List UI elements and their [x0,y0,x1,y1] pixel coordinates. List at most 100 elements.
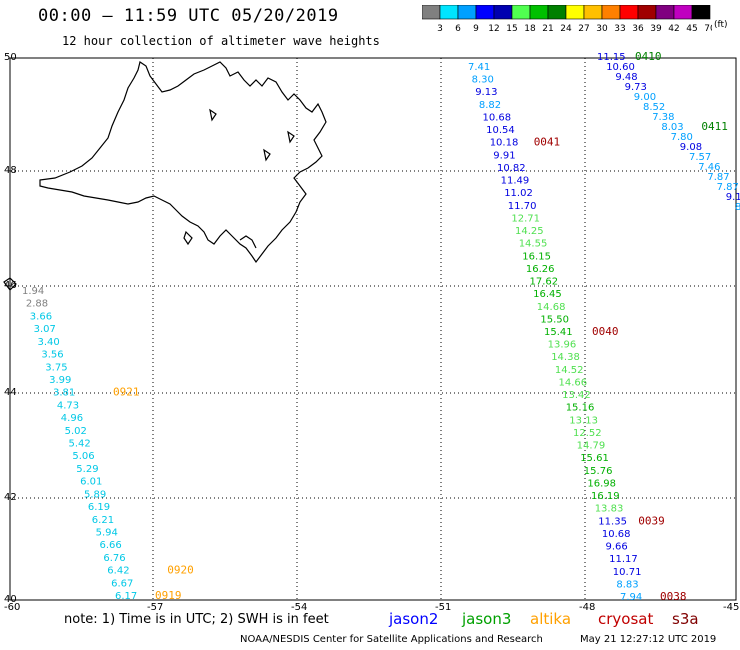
swh-value: 11.17 [609,554,638,565]
swh-value: 3.07 [34,324,56,335]
swh-value: 6.76 [103,553,125,564]
plot-frame [9,57,737,601]
swh-value: 3.75 [45,362,67,373]
swh-value: 15.16 [566,403,595,414]
swh-value: 12.52 [573,428,602,439]
swh-value: 7.41 [468,62,490,73]
generation-timestamp: May 21 12:27:12 UTC 2019 [580,634,717,645]
colorbar-tick: 33 [614,24,625,34]
pass-time-label: 0919 [155,589,182,602]
swh-value: 3.99 [49,375,71,386]
colorbar-tick: 42 [668,24,679,34]
swh-value: 15.61 [580,453,609,464]
swh-value: 7.87 [717,182,739,193]
swh-value: 10.54 [486,125,515,136]
swh-value: 9.48 [615,72,637,83]
swh-value: 13.96 [548,340,577,351]
lat-label: 44 [4,387,17,398]
swh-value: 3.66 [30,311,52,322]
pass-time-label: 0920 [167,564,194,577]
swh-value: 10.68 [602,529,631,540]
swh-value: 14.25 [515,226,544,237]
swh-value: 14.38 [551,352,580,363]
swh-value: 17.62 [530,277,559,288]
colorbar-tick: 70 [704,24,712,34]
swh-value: 16.15 [522,251,551,262]
lon-label: -45 [723,602,739,613]
colorbar-tick: 18 [524,24,536,34]
colorbar-tick: 21 [542,24,553,34]
swh-value: 6.17 [115,591,137,602]
pass-time-label: 0038 [660,590,687,603]
swh-value: 5.94 [96,528,118,539]
pass-time-label: 0039 [638,514,665,527]
swh-value: 8.52 [643,102,665,113]
colorbar-tick: 6 [455,24,461,34]
pass-time-label: 0410 [635,50,662,63]
swh-value: 14.68 [537,302,566,313]
footnote: note: 1) Time is in UTC; 2) SWH is in fe… [64,612,329,627]
swh-value: 16.19 [591,491,620,502]
swh-value: 6.42 [107,566,129,577]
swh-value: 8 [735,202,740,213]
lat-label: 46 [4,280,17,291]
swh-value: 15.50 [540,314,569,325]
coastline-newfoundland [3,61,327,291]
pass-time-label: 0041 [534,136,561,149]
swh-value: 16.26 [526,264,555,275]
colorbar-tick: 45 [686,24,697,34]
swh-value: 15.41 [544,327,573,338]
swh-value: 5.06 [72,451,94,462]
swh-value: 10.60 [606,62,635,73]
colorbar-tick: 39 [650,24,662,34]
map-title: 00:00 – 11:59 UTC 05/20/2019 [38,6,339,26]
lat-label: 42 [4,492,17,503]
pass-time-label: 0411 [701,120,728,133]
lat-lon-grid [10,58,736,600]
lon-label: -48 [579,602,595,613]
swh-value: 8.30 [472,75,494,86]
legend-cryosat: cryosat [598,610,654,628]
swh-value: 9.00 [634,92,656,103]
colorbar-tick: 12 [488,24,499,34]
swh-value: 14.55 [519,239,548,250]
swh-value: 15.76 [584,466,613,477]
swh-value: 6.01 [80,477,102,488]
legend-altika: altika [530,610,572,628]
colorbar-tick: 36 [632,24,644,34]
swh-value: 14.66 [559,378,588,389]
swh-value: 12.71 [511,213,540,224]
swh-value: 7.38 [652,112,674,123]
swh-value: 11.35 [598,516,627,527]
swh-value: 8.83 [616,579,638,590]
swh-value: 16.98 [587,478,616,489]
swh-value: 9.08 [680,142,702,153]
pass-time-label: 0921 [113,386,140,399]
swh-value: 8.82 [479,100,501,111]
colorbar-unit: (ft) [714,20,728,30]
swh-value: 6.66 [100,540,122,551]
swh-value: 7.46 [698,162,720,173]
colorbar-tick: 15 [506,24,517,34]
legend-jason2: jason2 [389,610,439,628]
swh-value: 4.96 [61,413,83,424]
swh-value: 11.49 [501,176,530,187]
swh-value: 7.94 [620,592,642,603]
swh-value: 11.70 [508,201,537,212]
legend-s3a: s3a [672,610,699,628]
lon-label: -57 [147,602,163,613]
swh-value: 3.40 [38,337,60,348]
swh-value: 3.56 [41,350,63,361]
lon-label: -60 [4,602,20,613]
axis-labels: 50 48 46 44 42 40-60 -57 -54 -51 -48 -45 [4,52,739,613]
swh-value: 10.68 [483,113,512,124]
lat-label: 50 [4,52,17,63]
swh-value: 5.02 [65,426,87,437]
altimeter-tracks: 1.94 2.883.66 3.07 3.40 3.563.75 3.99 3.814.73… [22,50,740,603]
swh-value: 16.45 [533,289,562,300]
swh-value: 14.79 [577,441,606,452]
pass-time-label: 0040 [592,325,619,338]
swh-value: 3.81 [53,388,75,399]
lon-label: -51 [435,602,451,613]
